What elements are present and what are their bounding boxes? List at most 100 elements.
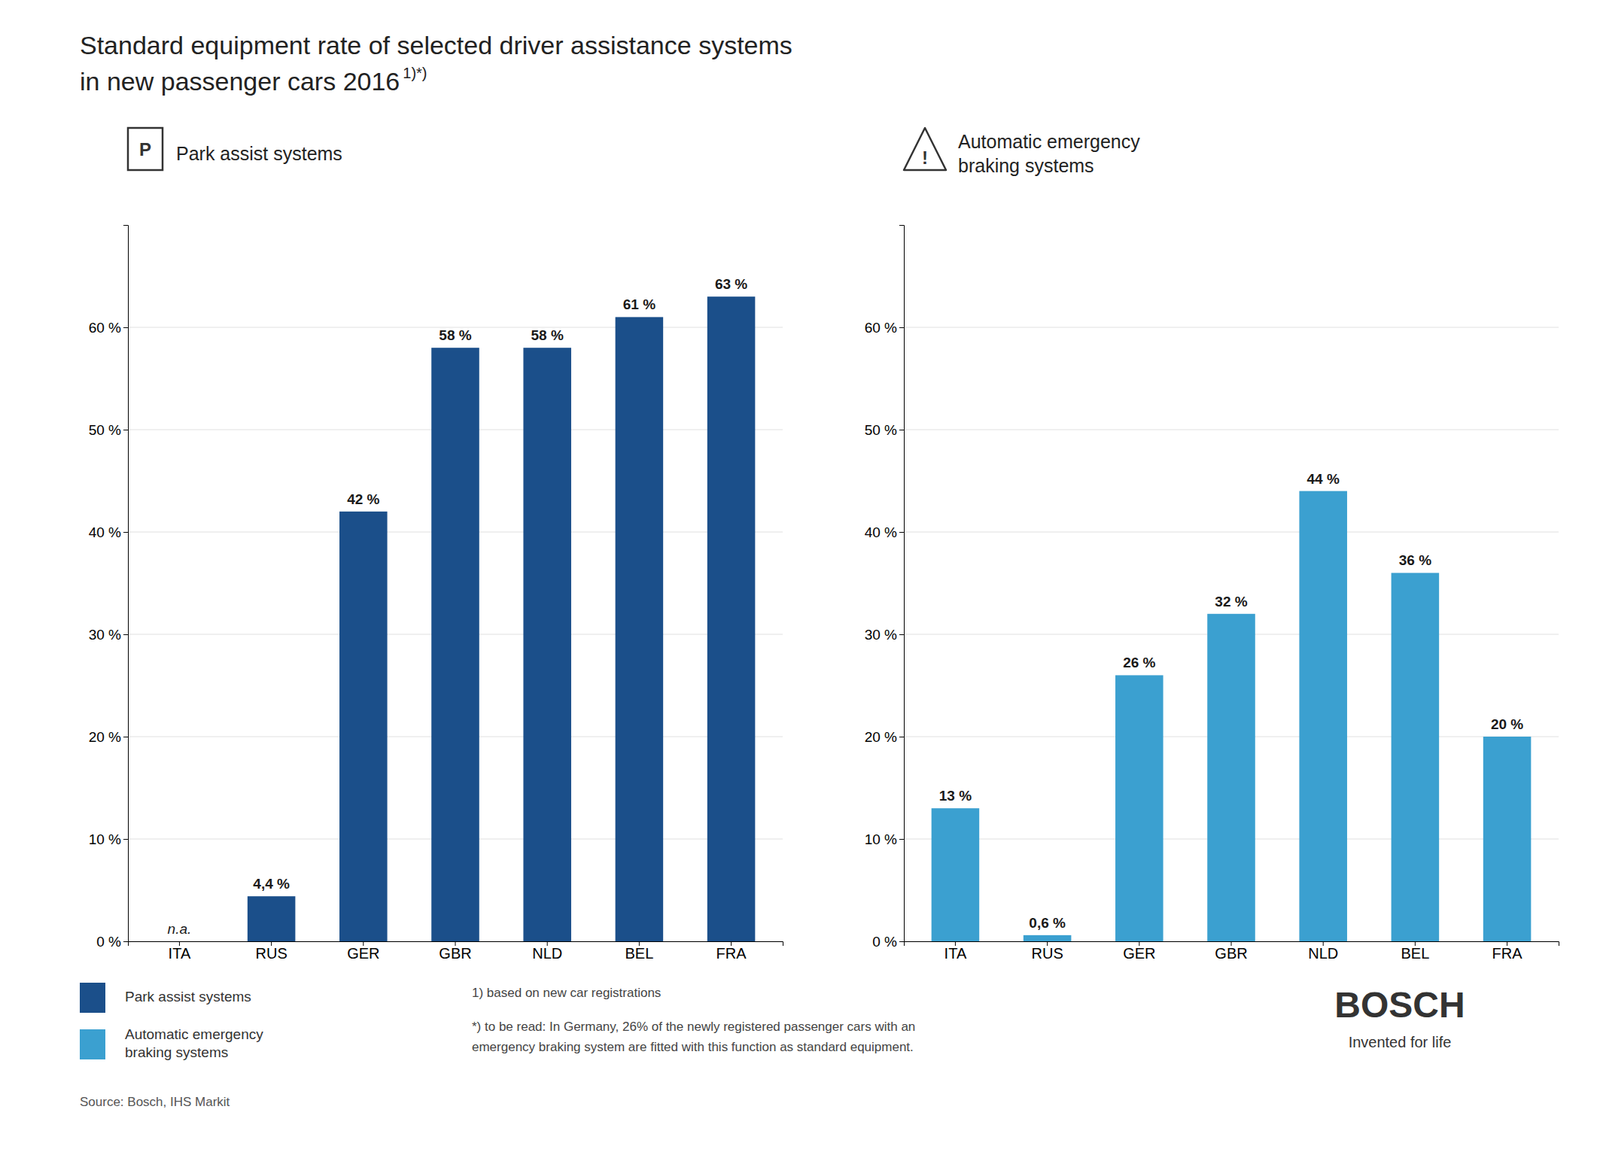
y-tick-label: 10 % <box>864 831 898 848</box>
data-label: 36 % <box>1399 552 1432 569</box>
text-line: Park assist systems <box>176 142 343 165</box>
data-label: 63 % <box>714 276 748 293</box>
data-labels: 13 % 0,6 % 26 % 32 % 44 % 36 % 20 % <box>939 471 1524 931</box>
x-tick-label: NLD <box>1307 945 1339 962</box>
bar <box>1023 935 1072 942</box>
y-tick-label: 10 % <box>88 831 122 848</box>
y-tick-mark <box>123 532 128 533</box>
x-tick: NLD <box>532 941 563 962</box>
x-tick-label: BEL <box>624 945 654 962</box>
y-tick: 30 % <box>864 626 904 643</box>
x-tick: GER <box>1122 941 1156 962</box>
y-tick-mark <box>899 429 904 431</box>
plot: 13 % 0,6 % 26 % 32 % 44 % 36 % 20 % ITA RUS GER GB… <box>864 225 1560 963</box>
y-tick: 60 % <box>864 319 904 336</box>
bar <box>1207 614 1256 942</box>
y-tick-mark <box>899 327 904 329</box>
title-superscript: 1)*) <box>402 64 427 82</box>
y-axis-line <box>123 225 129 943</box>
y-tick-label: 50 % <box>88 422 122 439</box>
data-label: 13 % <box>939 787 972 804</box>
y-tick-label: 40 % <box>864 524 898 541</box>
y-tick-label: 0 % <box>872 933 898 950</box>
x-tick-label: NLD <box>532 945 563 962</box>
y-tick: 0 % <box>96 933 128 950</box>
data-label: n.a. <box>167 921 192 937</box>
icon-glyph: ! <box>921 147 928 168</box>
y-tick-mark <box>899 634 904 636</box>
text-line: Automatic emergency <box>958 130 1141 153</box>
y-tick-mark <box>899 736 904 738</box>
bar <box>339 511 388 942</box>
y-tick-label: 40 % <box>88 524 122 541</box>
x-axis: ITA RUS GER GBR NLD BEL FRA <box>904 941 1560 962</box>
bar <box>1391 572 1440 942</box>
bar <box>1298 491 1348 942</box>
icon-triangle <box>903 127 947 171</box>
legend-label: Automatic emergencybraking systems <box>124 1026 264 1061</box>
source: Source: Bosch, IHS Markit <box>79 1095 231 1110</box>
bar <box>523 347 572 942</box>
x-tick: BEL <box>1400 941 1430 962</box>
y-tick-label: 50 % <box>864 422 898 439</box>
legend-label: Park assist systems <box>124 988 252 1005</box>
text-line: braking systems <box>124 1044 229 1061</box>
bars <box>931 491 1532 942</box>
grid-line <box>903 327 1559 329</box>
data-label: 4,4 % <box>252 876 290 892</box>
bar <box>1115 675 1164 942</box>
x-tick-label: ITA <box>944 945 968 962</box>
y-tick-label: 60 % <box>88 319 122 336</box>
y-tick-label: 20 % <box>864 729 898 746</box>
data-label: 26 % <box>1122 654 1156 671</box>
subtitle: in new passenger cars 2016 <box>79 66 400 96</box>
data-label: 20 % <box>1490 716 1524 733</box>
x-tick: RUS <box>1031 941 1064 962</box>
text-line: emergency braking system are fitted with… <box>471 1040 914 1055</box>
x-tick-label: FRA <box>1492 945 1524 962</box>
y-tick: 40 % <box>864 524 904 541</box>
text-line: *) to be read: In Germany, 26% of the ne… <box>471 1019 916 1035</box>
x-tick-label: BEL <box>1400 945 1430 962</box>
y-tick-label: 60 % <box>864 319 898 336</box>
data-label: 44 % <box>1307 471 1340 487</box>
bar <box>615 316 664 942</box>
brand-claim: Invented for life <box>1348 1034 1452 1051</box>
x-tick: GBR <box>1214 941 1248 962</box>
grid-line <box>903 532 1559 533</box>
x-tick-label: GBR <box>438 945 472 962</box>
y-axis-line <box>899 225 905 943</box>
text-line: braking systems <box>958 155 1095 177</box>
x-tick-label: RUS <box>1031 945 1064 962</box>
y-tick-mark <box>123 429 128 431</box>
y-tick-mark <box>123 327 128 329</box>
x-tick: FRA <box>716 941 748 962</box>
x-tick-label: ITA <box>168 945 192 962</box>
data-label: 61 % <box>623 296 656 313</box>
x-tick: GBR <box>438 941 472 962</box>
y-tick: 20 % <box>864 729 904 746</box>
legend-swatch <box>79 982 106 1013</box>
x-tick: GER <box>346 941 380 962</box>
bar <box>1483 736 1532 942</box>
x-tick: ITA <box>168 941 192 962</box>
y-tick-mark <box>899 941 904 943</box>
x-tick-label: GER <box>1122 945 1156 962</box>
x-tick: BEL <box>624 941 654 962</box>
y-axis: 0 %10 %20 %30 %40 %50 %60 % <box>88 225 129 950</box>
y-axis: 0 % 10 % 20 % 30 % 40 % 50 % 60 % <box>864 225 905 950</box>
y-tick-mark <box>123 634 128 636</box>
data-label: 32 % <box>1214 593 1248 610</box>
chart-canvas: Standard equipment rate of selected driv… <box>0 0 1600 1155</box>
y-tick: 0 % <box>872 933 904 950</box>
legend-swatch <box>79 1029 106 1060</box>
x-tick-label: GER <box>346 945 380 962</box>
y-tick: 60 % <box>88 319 128 336</box>
data-label: 58 % <box>438 327 472 344</box>
y-tick-mark <box>123 839 128 840</box>
chart-title: Automatic emergencybraking systems <box>958 130 1141 177</box>
data-label: 0,6 % <box>1028 915 1066 931</box>
bars <box>247 296 755 942</box>
x-tick: ITA <box>944 941 968 962</box>
y-tick-label: 30 % <box>88 626 122 643</box>
